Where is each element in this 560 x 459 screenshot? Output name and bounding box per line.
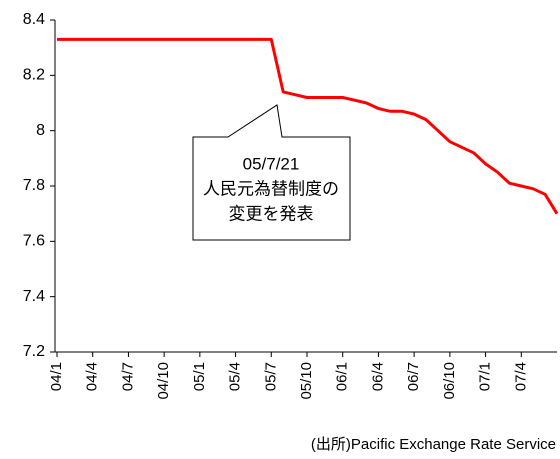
data-line [57,37,559,215]
y-tick-label: 7.2 [23,343,45,360]
x-tick-label: 04/7 [119,362,136,391]
x-tick-label: 05/4 [227,362,244,391]
x-tick-label: 05/7 [262,362,279,391]
y-tick-label: 7.4 [23,288,45,305]
x-tick-label: 07/4 [512,362,529,391]
annotation: 人民元為替制度の [203,179,339,198]
x-tick-label: 06/10 [441,362,458,400]
y-tick-label: 7.8 [23,177,45,194]
callout-box [192,104,351,241]
y-tick-label: 8 [36,122,45,139]
x-tick-label: 05/1 [191,362,208,391]
x-tick-label: 07/1 [477,362,494,391]
x-tick-label: 06/7 [405,362,422,391]
annotation: 変更を発表 [229,204,314,223]
source: (出所)Pacific Exchange Rate Service [311,436,556,453]
annotation: 05/7/21 [243,154,300,173]
x-tick-label: 04/4 [84,362,101,391]
x-tick-label: 06/1 [334,362,351,391]
y-tick-label: 8.2 [23,67,45,84]
y-tick-label: 8.4 [23,11,45,28]
x-tick-label: 05/10 [298,362,315,400]
y-tick-label: 7.6 [23,233,45,250]
x-tick-label: 06/4 [369,362,386,391]
x-tick-label: 04/1 [48,362,65,391]
x-tick-label: 04/10 [155,362,172,400]
